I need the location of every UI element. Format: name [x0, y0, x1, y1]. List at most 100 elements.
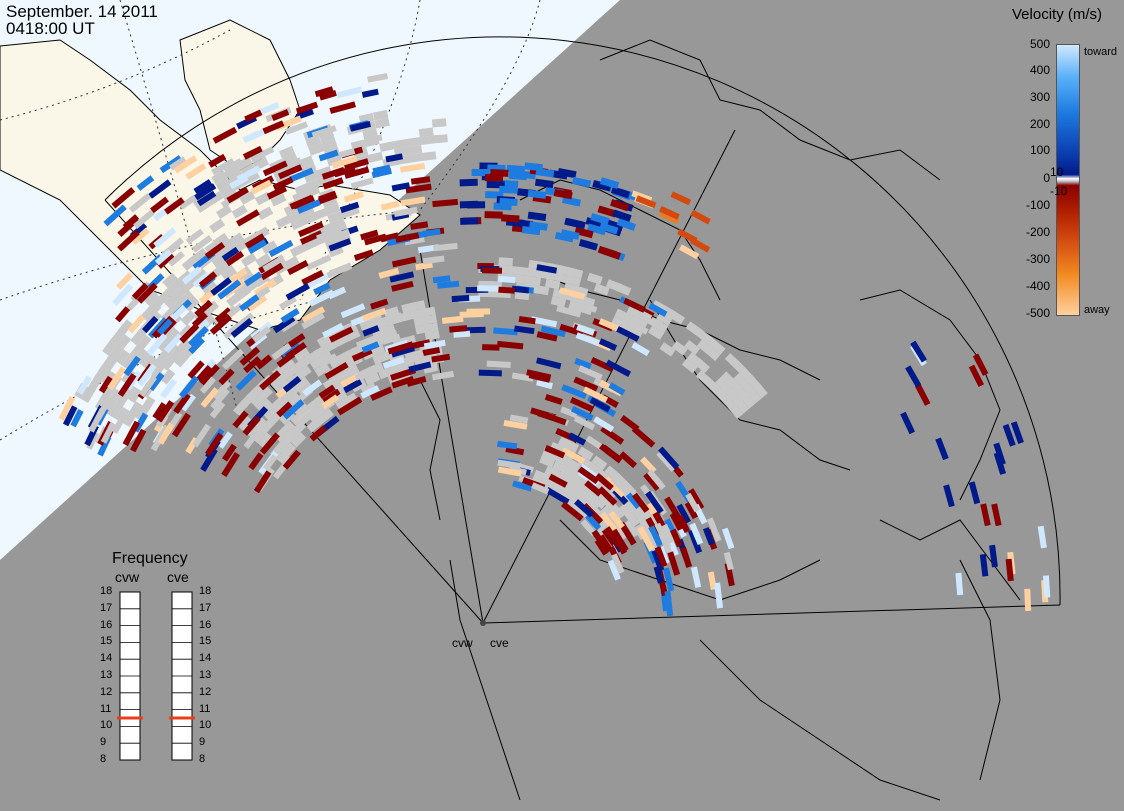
backscatter-cell — [405, 183, 432, 194]
backscatter-cell — [230, 268, 248, 284]
backscatter-cell — [554, 231, 574, 243]
backscatter-cell — [591, 455, 608, 471]
frequency-bars — [117, 591, 195, 761]
backscatter-cell — [117, 373, 137, 397]
backscatter-cell — [121, 353, 137, 370]
backscatter-cell — [324, 361, 349, 380]
backscatter-cell — [724, 562, 735, 587]
backscatter-cell — [127, 314, 146, 334]
backscatter-cell — [173, 155, 198, 174]
backscatter-cell — [178, 375, 200, 399]
backscatter-cell — [631, 342, 650, 357]
backscatter-cell — [318, 353, 338, 368]
backscatter-cell — [530, 316, 558, 328]
backscatter-cell — [337, 396, 363, 416]
backscatter-cell — [724, 353, 741, 369]
backscatter-cell — [254, 191, 272, 206]
backscatter-cell — [512, 480, 533, 492]
backscatter-cell — [117, 319, 134, 336]
backscatter-cell — [70, 409, 84, 428]
frequency-title: Frequency — [112, 550, 188, 567]
frequency-tick-label: 8 — [199, 753, 206, 765]
frequency-radar-cve: cve — [167, 569, 189, 585]
backscatter-cell — [378, 267, 400, 279]
backscatter-cell — [422, 255, 445, 265]
backscatter-cell — [503, 419, 528, 430]
backscatter-cell — [111, 411, 128, 434]
backscatter-cell — [459, 310, 484, 318]
backscatter-cell — [293, 347, 310, 362]
backscatter-cell — [316, 166, 333, 179]
backscatter-cell — [336, 86, 363, 99]
backscatter-cell — [232, 410, 249, 429]
backscatter-cell — [294, 182, 311, 196]
backscatter-cell — [160, 378, 178, 399]
backscatter-cell — [343, 378, 363, 393]
backscatter-cell — [259, 370, 281, 391]
backscatter-cell — [578, 365, 603, 381]
backscatter-cell — [192, 271, 211, 288]
backscatter-cell — [136, 175, 155, 191]
backscatter-cell — [239, 346, 261, 366]
backscatter-cell — [215, 176, 232, 192]
backscatter-cell — [314, 362, 331, 377]
backscatter-cell — [568, 432, 587, 446]
backscatter-cell — [590, 356, 614, 373]
backscatter-cell — [415, 323, 431, 335]
frequency-tick-label: 14 — [199, 652, 212, 665]
backscatter-cell — [527, 211, 547, 221]
backscatter-cell — [270, 193, 287, 207]
backscatter-cell — [433, 242, 458, 252]
backscatter-cell — [328, 326, 354, 343]
backscatter-cell — [611, 553, 625, 574]
backscatter-cell — [251, 392, 267, 409]
backscatter-cell — [648, 525, 663, 547]
backscatter-cell — [587, 223, 607, 236]
backscatter-cell — [605, 359, 632, 377]
backscatter-cell — [575, 332, 600, 346]
backscatter-cell — [306, 177, 323, 191]
backscatter-cell — [671, 340, 688, 356]
backscatter-cell — [340, 303, 366, 319]
backscatter-cell — [367, 151, 384, 163]
backscatter-cell — [608, 510, 625, 530]
backscatter-cell — [387, 341, 414, 355]
backscatter-cell — [141, 354, 157, 370]
backscatter-cell — [350, 177, 374, 190]
backscatter-cell — [188, 337, 205, 355]
backscatter-cell — [309, 425, 328, 442]
backscatter-cell — [556, 305, 582, 318]
backscatter-cell — [604, 465, 621, 481]
backscatter-cell — [659, 206, 680, 220]
backscatter-cell — [217, 431, 233, 449]
backscatter-cell — [221, 452, 240, 477]
backscatter-cell — [185, 163, 207, 180]
backscatter-cell — [561, 447, 586, 465]
backscatter-cell — [467, 201, 486, 209]
backscatter-cell — [486, 360, 511, 369]
backscatter-cell — [398, 353, 425, 366]
backscatter-cell — [365, 134, 383, 144]
backscatter-cell — [684, 501, 699, 520]
backscatter-cell — [116, 272, 134, 290]
backscatter-cell — [574, 226, 594, 239]
backscatter-cell — [557, 168, 577, 179]
backscatter-cell — [321, 394, 339, 410]
backscatter-cell — [212, 379, 232, 401]
backscatter-cell — [497, 440, 518, 450]
backscatter-cell — [337, 207, 360, 220]
backscatter-cell — [217, 279, 242, 300]
backscatter-cell — [183, 296, 200, 312]
backscatter-cell — [1010, 421, 1024, 444]
backscatter-cell — [180, 393, 197, 412]
backscatter-cell — [246, 128, 265, 142]
backscatter-cell — [259, 432, 280, 455]
backscatter-cell — [379, 141, 395, 152]
backscatter-cell — [179, 194, 198, 210]
backscatter-cell — [667, 551, 681, 576]
frequency-tick-label: 9 — [100, 736, 107, 749]
backscatter-cell — [209, 218, 226, 234]
backscatter-cell — [282, 376, 302, 393]
backscatter-cell — [658, 446, 680, 470]
backscatter-cell — [514, 325, 535, 335]
